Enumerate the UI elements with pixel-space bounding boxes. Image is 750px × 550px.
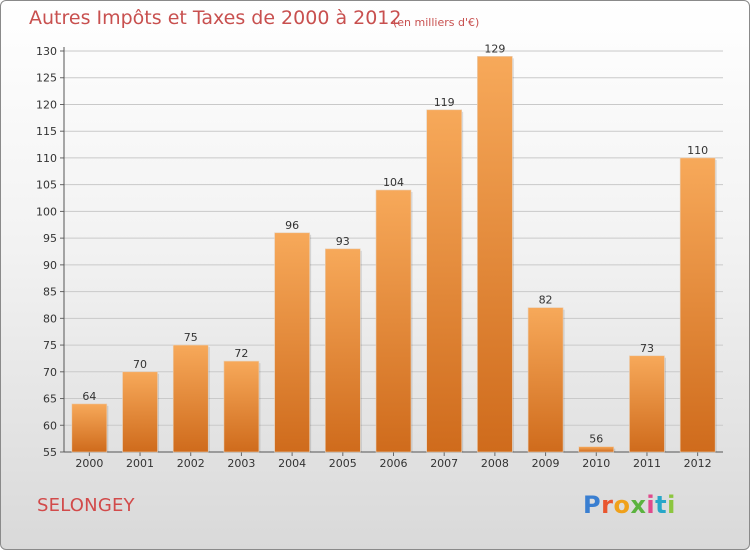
value-label: 129 — [484, 42, 505, 55]
proxiti-logo: Proxiti — [583, 491, 676, 519]
y-tick-label: 65 — [43, 393, 57, 406]
y-tick-label: 115 — [36, 125, 57, 138]
x-tick-label: 2001 — [126, 457, 154, 470]
logo-letter: o — [613, 491, 631, 519]
city-name: SELONGEY — [37, 495, 135, 516]
value-label: 104 — [383, 176, 404, 189]
value-label: 82 — [539, 294, 553, 307]
bar — [527, 307, 564, 453]
bars — [71, 56, 717, 453]
value-label: 72 — [234, 347, 248, 360]
y-tick-label: 75 — [43, 339, 57, 352]
value-label: 73 — [640, 342, 654, 355]
y-tick-label: 105 — [36, 179, 57, 192]
y-tick-label: 110 — [36, 152, 57, 165]
bar — [426, 109, 462, 453]
bar — [71, 403, 108, 453]
y-tick-label: 85 — [43, 286, 57, 299]
bar — [679, 157, 716, 453]
logo-letter: r — [601, 491, 614, 519]
y-tick-label: 60 — [43, 419, 57, 432]
value-label: 119 — [434, 96, 455, 109]
x-tick-label: 2000 — [75, 457, 103, 470]
value-label: 110 — [687, 144, 708, 157]
value-label: 64 — [82, 390, 96, 403]
chart-title: Autres Impôts et Taxes de 2000 à 2012 — [29, 7, 402, 29]
y-tick-label: 100 — [36, 205, 57, 218]
logo-letter: i — [667, 491, 676, 519]
x-tick-label: 2006 — [380, 457, 408, 470]
x-tick-label: 2011 — [633, 457, 661, 470]
bar — [223, 360, 260, 453]
x-tick-label: 2003 — [227, 457, 255, 470]
bar — [325, 248, 361, 453]
y-tick-label: 130 — [36, 45, 57, 58]
y-tick-label: 95 — [43, 232, 57, 245]
bar — [629, 355, 665, 453]
bar — [578, 446, 615, 453]
value-label: 96 — [285, 219, 299, 232]
x-tick-label: 2012 — [684, 457, 712, 470]
logo-letter: t — [655, 491, 668, 519]
bar — [122, 371, 158, 453]
bar — [172, 344, 209, 453]
y-tick-label: 70 — [43, 366, 57, 379]
bar — [274, 232, 310, 453]
labels: 64 2000 70 2001 75 2002 72 2003 96 2004 93 2005 104 2… — [75, 42, 711, 470]
bar — [477, 56, 513, 453]
x-tick-label: 2005 — [329, 457, 357, 470]
value-label: 56 — [589, 433, 603, 446]
logo-letter: x — [630, 491, 647, 519]
value-label: 93 — [336, 235, 350, 248]
y-tick-label: 90 — [43, 259, 57, 272]
y-tick-label: 80 — [43, 312, 57, 325]
bar — [375, 189, 412, 453]
chart-unit-label: (en milliers d'€) — [393, 16, 480, 29]
value-label: 75 — [184, 331, 198, 344]
x-tick-label: 2004 — [278, 457, 306, 470]
y-tick-label: 55 — [43, 446, 57, 459]
logo-letter: P — [583, 491, 602, 519]
logo-letter: i — [646, 491, 656, 519]
y-tick-label: 120 — [36, 98, 57, 111]
x-tick-label: 2002 — [177, 457, 205, 470]
x-tick-label: 2008 — [481, 457, 509, 470]
x-tick-label: 2010 — [582, 457, 610, 470]
x-tick-label: 2009 — [532, 457, 560, 470]
x-tick-label: 2007 — [430, 457, 458, 470]
value-label: 70 — [133, 358, 147, 371]
y-tick-label: 125 — [36, 72, 57, 85]
